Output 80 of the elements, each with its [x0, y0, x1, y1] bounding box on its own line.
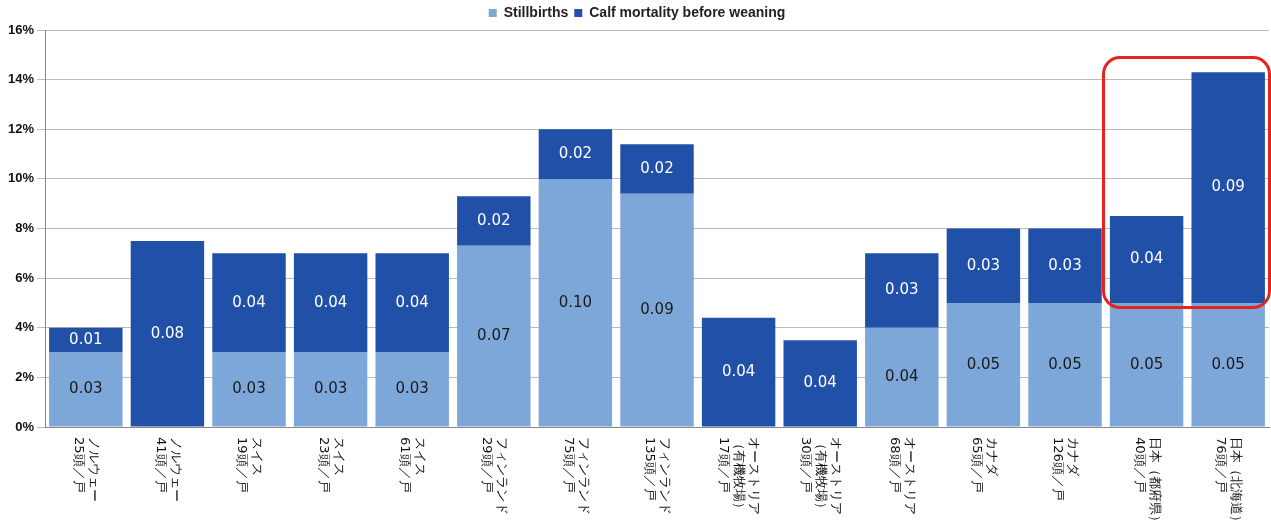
- data-label: 0.08: [150, 323, 185, 342]
- legend-label: Stillbirths: [503, 3, 569, 20]
- data-label: 0.03: [885, 280, 919, 299]
- x-tick-label: フィンランド 135頭／戸: [643, 437, 674, 515]
- x-tick-label: カナダ 126頭／戸: [1051, 437, 1082, 501]
- data-label: 0.04: [395, 292, 429, 311]
- bar: [49, 327, 123, 353]
- bar: [1028, 302, 1102, 427]
- data-label: 0.03: [313, 379, 348, 398]
- bar: [1109, 216, 1184, 303]
- y-tick-label: 16%: [7, 21, 35, 37]
- x-tick-label: 日本（都府県） 40頭／戸: [1132, 437, 1163, 528]
- y-tick-label: 8%: [15, 220, 35, 236]
- bar: [457, 245, 531, 427]
- data-label: 0.03: [1048, 255, 1082, 274]
- data-label: 0.04: [721, 362, 756, 381]
- data-label: 0.07: [477, 326, 511, 345]
- data-label: 0.04: [885, 367, 919, 386]
- data-label: 0.05: [1211, 354, 1245, 373]
- data-label: 0.01: [69, 330, 103, 349]
- data-label: 0.10: [558, 292, 593, 311]
- data-label: 0.02: [477, 210, 511, 229]
- bar: [293, 253, 368, 353]
- bar: [1191, 302, 1265, 427]
- y-tick-label: 4%: [15, 319, 35, 335]
- data-label: 0.09: [640, 300, 674, 319]
- bar: [457, 196, 531, 246]
- bar: [375, 253, 449, 353]
- bar: [212, 253, 286, 353]
- x-tick-label: フィンランド 29頭／戸: [479, 437, 510, 515]
- y-tick-label: 0%: [15, 418, 35, 434]
- bar: [1109, 302, 1184, 427]
- y-tick-label: 6%: [15, 269, 35, 285]
- bar: [946, 228, 1021, 303]
- bar: [375, 352, 449, 427]
- data-label: 0.05: [966, 354, 1001, 373]
- bar: [620, 193, 694, 427]
- bar: [1028, 228, 1102, 303]
- x-tick-label: フィンランド 75頭／戸: [561, 437, 592, 515]
- y-tick-label: 2%: [15, 368, 35, 384]
- bar: [130, 240, 205, 427]
- x-tick-label: オーストリア（有機牧場） 30頭／戸: [798, 437, 844, 515]
- data-label: 0.09: [1211, 177, 1245, 196]
- data-label: 0.04: [803, 373, 837, 392]
- bar: [701, 317, 776, 427]
- data-label: 0.05: [1129, 354, 1164, 373]
- bar: [620, 144, 694, 194]
- bar: [538, 178, 613, 427]
- x-tick-label: オーストリア（有機牧場） 17頭／戸: [717, 437, 763, 515]
- data-label: 0.03: [232, 379, 266, 398]
- y-tick-label: 12%: [7, 120, 35, 136]
- bar: [293, 352, 368, 427]
- data-label: 0.03: [69, 379, 103, 398]
- x-tick-label: ノルウェー 41頭／戸: [153, 437, 184, 502]
- x-tick-label: 日本（北海道） 76頭／戸: [1214, 437, 1245, 528]
- x-tick-label: オーストリア 68頭／戸: [887, 437, 918, 515]
- data-label: 0.05: [1048, 354, 1082, 373]
- bar: [212, 352, 286, 427]
- data-label: 0.03: [966, 255, 1001, 274]
- bar: [1191, 72, 1265, 303]
- bar: [865, 327, 939, 427]
- data-label: 0.04: [313, 292, 348, 311]
- data-label: 0.02: [640, 158, 674, 177]
- data-label: 0.04: [232, 292, 266, 311]
- x-tick-label: カナダ 65頭／戸: [969, 437, 1000, 493]
- data-label: 0.03: [395, 379, 429, 398]
- x-tick-label: スイス 23頭／戸: [316, 437, 347, 493]
- bar: [538, 129, 613, 179]
- y-tick-label: 14%: [7, 71, 35, 87]
- bar: [865, 253, 939, 328]
- data-label: 0.02: [558, 143, 593, 162]
- x-tick-label: スイス 61頭／戸: [398, 437, 429, 493]
- y-tick-label: 10%: [7, 170, 35, 186]
- data-label: 0.04: [1129, 249, 1164, 268]
- bar: [946, 302, 1021, 427]
- bar: [49, 352, 123, 427]
- bar: [783, 340, 857, 427]
- legend-label: Calf mortality before weaning: [589, 3, 786, 20]
- x-tick-label: スイス 19頭／戸: [235, 437, 266, 493]
- x-tick-label: ノルウェー 25頭／戸: [71, 437, 102, 502]
